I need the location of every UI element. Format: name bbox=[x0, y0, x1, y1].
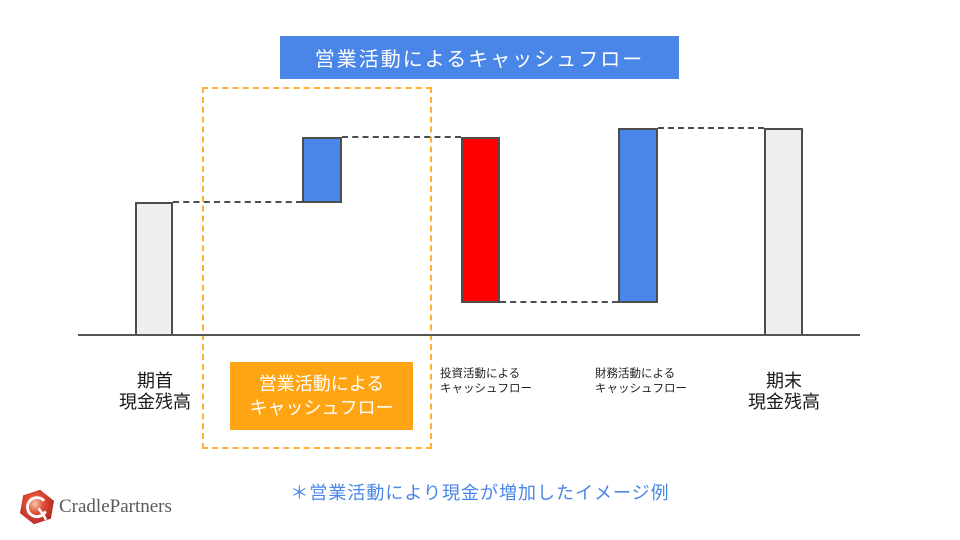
footnote: ＊営業活動により現金が増加したイメージ例 bbox=[0, 479, 960, 505]
operating-label-box: 営業活動による キャッシュフロー bbox=[230, 362, 413, 430]
label-investing-cash-flow: 投資活動による キャッシュフロー bbox=[440, 367, 550, 397]
label-beginning-balance: 期首 現金残高 bbox=[90, 371, 220, 413]
label-financing-line1: 財務活動による bbox=[595, 368, 676, 380]
label-operating-line2: キャッシュフロー bbox=[249, 398, 394, 418]
label-ending-line2: 現金残高 bbox=[748, 392, 820, 412]
connector-beginning-to-operating bbox=[173, 201, 302, 203]
baseline-axis bbox=[78, 334, 860, 336]
bar-operating-cash-flow bbox=[302, 137, 342, 203]
connector-operating-to-investing bbox=[342, 136, 461, 138]
bar-financing-cash-flow bbox=[618, 128, 658, 303]
label-investing-line2: キャッシュフロー bbox=[440, 383, 532, 395]
bar-beginning-balance bbox=[135, 202, 173, 336]
label-financing-line2: キャッシュフロー bbox=[595, 383, 687, 395]
label-beginning-line2: 現金残高 bbox=[119, 392, 191, 412]
label-ending-balance: 期末 現金残高 bbox=[719, 371, 849, 413]
bar-ending-balance bbox=[764, 128, 803, 336]
footnote-text: ＊営業活動により現金が増加したイメージ例 bbox=[290, 483, 670, 503]
label-investing-line1: 投資活動による bbox=[440, 368, 521, 380]
logo: CradlePartners bbox=[18, 488, 172, 526]
label-financing-cash-flow: 財務活動による キャッシュフロー bbox=[595, 367, 705, 397]
logo-text: CradlePartners bbox=[59, 496, 172, 517]
label-operating-line1: 営業活動による bbox=[258, 374, 385, 394]
hexagon-swirl-icon bbox=[18, 488, 56, 526]
title-banner-label: 営業活動によるキャッシュフロー bbox=[314, 49, 645, 71]
bar-investing-cash-flow bbox=[461, 137, 500, 303]
connector-financing-to-ending bbox=[658, 127, 764, 129]
label-beginning-line1: 期首 bbox=[137, 371, 173, 391]
connector-investing-to-financing bbox=[500, 301, 618, 303]
title-banner: 営業活動によるキャッシュフロー bbox=[280, 36, 679, 79]
operating-highlight-box bbox=[202, 87, 432, 449]
label-ending-line1: 期末 bbox=[766, 371, 802, 391]
